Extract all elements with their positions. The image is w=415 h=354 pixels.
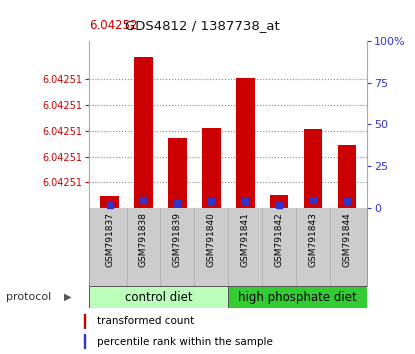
Text: GSM791844: GSM791844 bbox=[342, 212, 352, 267]
Text: percentile rank within the sample: percentile rank within the sample bbox=[97, 337, 273, 347]
Bar bbox=[202, 128, 221, 208]
Text: protocol: protocol bbox=[6, 292, 51, 302]
Text: GSM791840: GSM791840 bbox=[207, 212, 216, 267]
Text: ▶: ▶ bbox=[64, 292, 72, 302]
Bar bbox=[84, 334, 85, 348]
Bar bbox=[236, 78, 254, 208]
Text: high phosphate diet: high phosphate diet bbox=[238, 291, 357, 303]
Bar bbox=[84, 314, 85, 328]
Bar bbox=[168, 138, 187, 208]
Text: 6.04252: 6.04252 bbox=[89, 19, 138, 32]
Text: GSM791837: GSM791837 bbox=[105, 212, 114, 267]
Bar bbox=[304, 130, 322, 208]
Bar bbox=[89, 286, 228, 308]
Text: transformed count: transformed count bbox=[97, 316, 194, 326]
Text: GSM791838: GSM791838 bbox=[139, 212, 148, 267]
Text: GDS4812 / 1387738_at: GDS4812 / 1387738_at bbox=[124, 19, 279, 32]
Bar bbox=[134, 57, 153, 208]
Bar bbox=[338, 144, 356, 208]
Text: control diet: control diet bbox=[125, 291, 193, 303]
Text: GSM791843: GSM791843 bbox=[308, 212, 317, 267]
Bar bbox=[228, 286, 367, 308]
Text: GSM791839: GSM791839 bbox=[173, 212, 182, 267]
Text: GSM791842: GSM791842 bbox=[275, 212, 283, 267]
Bar bbox=[270, 195, 288, 208]
Text: GSM791841: GSM791841 bbox=[241, 212, 250, 267]
Bar bbox=[100, 196, 119, 208]
